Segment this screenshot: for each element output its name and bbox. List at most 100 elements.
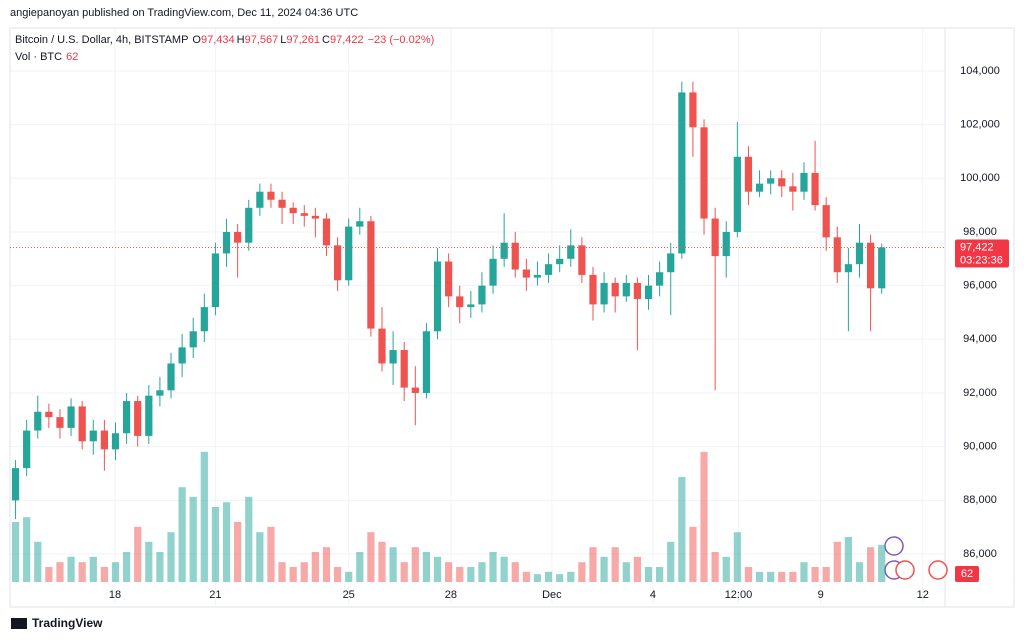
candle-body: [111, 433, 120, 450]
candle-body: [356, 221, 364, 227]
candle-body: [456, 296, 464, 308]
last-price-tag: [955, 239, 1009, 268]
candle-body: [245, 207, 253, 243]
volume-header: Vol · BTC 62: [15, 51, 78, 63]
volume-bar: [356, 552, 364, 582]
volume-bar: [189, 496, 197, 582]
volume-bar: [489, 552, 497, 582]
icon: [884, 536, 904, 556]
volume-bar: [34, 541, 42, 582]
candle-body: [878, 247, 886, 289]
volume-bar: [778, 571, 786, 582]
candle-body: [722, 231, 730, 257]
x-tick-label: 12: [917, 589, 929, 601]
volume-bar: [322, 547, 331, 582]
candle-body: [511, 242, 519, 270]
volume-bar: [844, 537, 852, 582]
volume-bar: [678, 477, 686, 582]
candle-body: [122, 401, 131, 434]
volume-bar: [45, 567, 53, 582]
volume-bar: [833, 541, 841, 582]
icon: [928, 560, 948, 580]
y-tick-label: 98,000: [963, 226, 997, 238]
candle-body: [844, 264, 852, 273]
ohlc-item: O97,434: [192, 34, 234, 46]
volume-bar: [644, 567, 653, 582]
volume-bar: [622, 562, 630, 582]
y-tick-label: 90,000: [963, 441, 997, 453]
y-tick-label: 100,000: [960, 172, 1000, 184]
candle-body: [433, 261, 442, 332]
candle-body: [600, 282, 608, 305]
icon: [895, 560, 915, 580]
volume-bar: [367, 532, 375, 582]
ohlc: O97,434 H97,567 L97,261 C97,422: [192, 34, 363, 46]
footer-brand: TradingView: [32, 616, 103, 630]
y-tick-label: 96,000: [963, 280, 997, 292]
y-tick-label: 104,000: [960, 65, 1000, 77]
volume-value: 62: [66, 51, 79, 63]
volume-bar: [23, 517, 31, 582]
candle-body: [589, 274, 597, 305]
candle-body: [45, 411, 53, 418]
volume-bar: [744, 567, 753, 582]
candle-body: [733, 156, 741, 232]
x-tick-label: 25: [343, 589, 355, 601]
candle-body: [411, 387, 419, 393]
candle-body: [689, 92, 697, 128]
candle-body: [256, 191, 264, 208]
candle-body: [67, 406, 75, 428]
volume-bar: [533, 574, 542, 582]
event-icons: [884, 536, 948, 580]
volume-bar: [256, 532, 264, 582]
candle-body: [567, 245, 575, 259]
ohlc-key: H: [236, 34, 245, 46]
volume-bar: [589, 547, 597, 582]
candle-body: [556, 258, 564, 265]
candle-body: [744, 156, 753, 192]
candle-body: [622, 282, 630, 297]
candle-body: [644, 285, 653, 300]
volume-bar: [100, 567, 108, 582]
volume-bar: [400, 562, 408, 582]
footer-logo: [11, 618, 27, 629]
candle-body: [667, 253, 675, 273]
volume-bar: [156, 552, 164, 582]
candle-body: [789, 186, 797, 192]
candle-body: [500, 242, 508, 259]
volume-bar: [211, 507, 220, 582]
candle-body: [811, 172, 819, 206]
volume-bar: [378, 541, 386, 582]
x-tick-label: 4: [650, 589, 656, 601]
volume-bar: [822, 567, 830, 582]
y-tick-label: 102,000: [960, 119, 1000, 131]
volume-bar: [500, 556, 508, 582]
candle-body: [755, 183, 764, 192]
volume-bar: [67, 556, 75, 582]
volume-bar: [711, 552, 719, 582]
candle-body: [833, 237, 841, 273]
candle-body: [544, 264, 553, 275]
candle-body: [578, 245, 586, 275]
candle-body: [222, 231, 231, 254]
chart-frame: [9, 27, 1015, 608]
volume-bar: [733, 532, 741, 582]
y-tick-label: 92,000: [963, 387, 997, 399]
candle-body: [778, 178, 786, 187]
candle-body: [822, 205, 830, 238]
ohlc-value: 97,422: [329, 34, 364, 46]
candle-body: [467, 304, 475, 308]
countdown: 03:23:36: [960, 254, 1003, 266]
candle-body: [533, 274, 542, 278]
legend-header: Bitcoin / U.S. Dollar, 4h, BITSTAMP O97,…: [15, 34, 434, 46]
candle-body: [89, 430, 97, 442]
candle-body: [56, 417, 64, 428]
volume-bar: [789, 571, 797, 582]
candle-body: [134, 401, 142, 436]
candle-body: [178, 347, 186, 364]
symbol: Bitcoin / U.S. Dollar, 4h, BITSTAMP: [15, 34, 189, 46]
candle-body: [633, 282, 642, 300]
ohlc-value: 97,261: [286, 34, 321, 46]
candle-body: [322, 218, 331, 246]
